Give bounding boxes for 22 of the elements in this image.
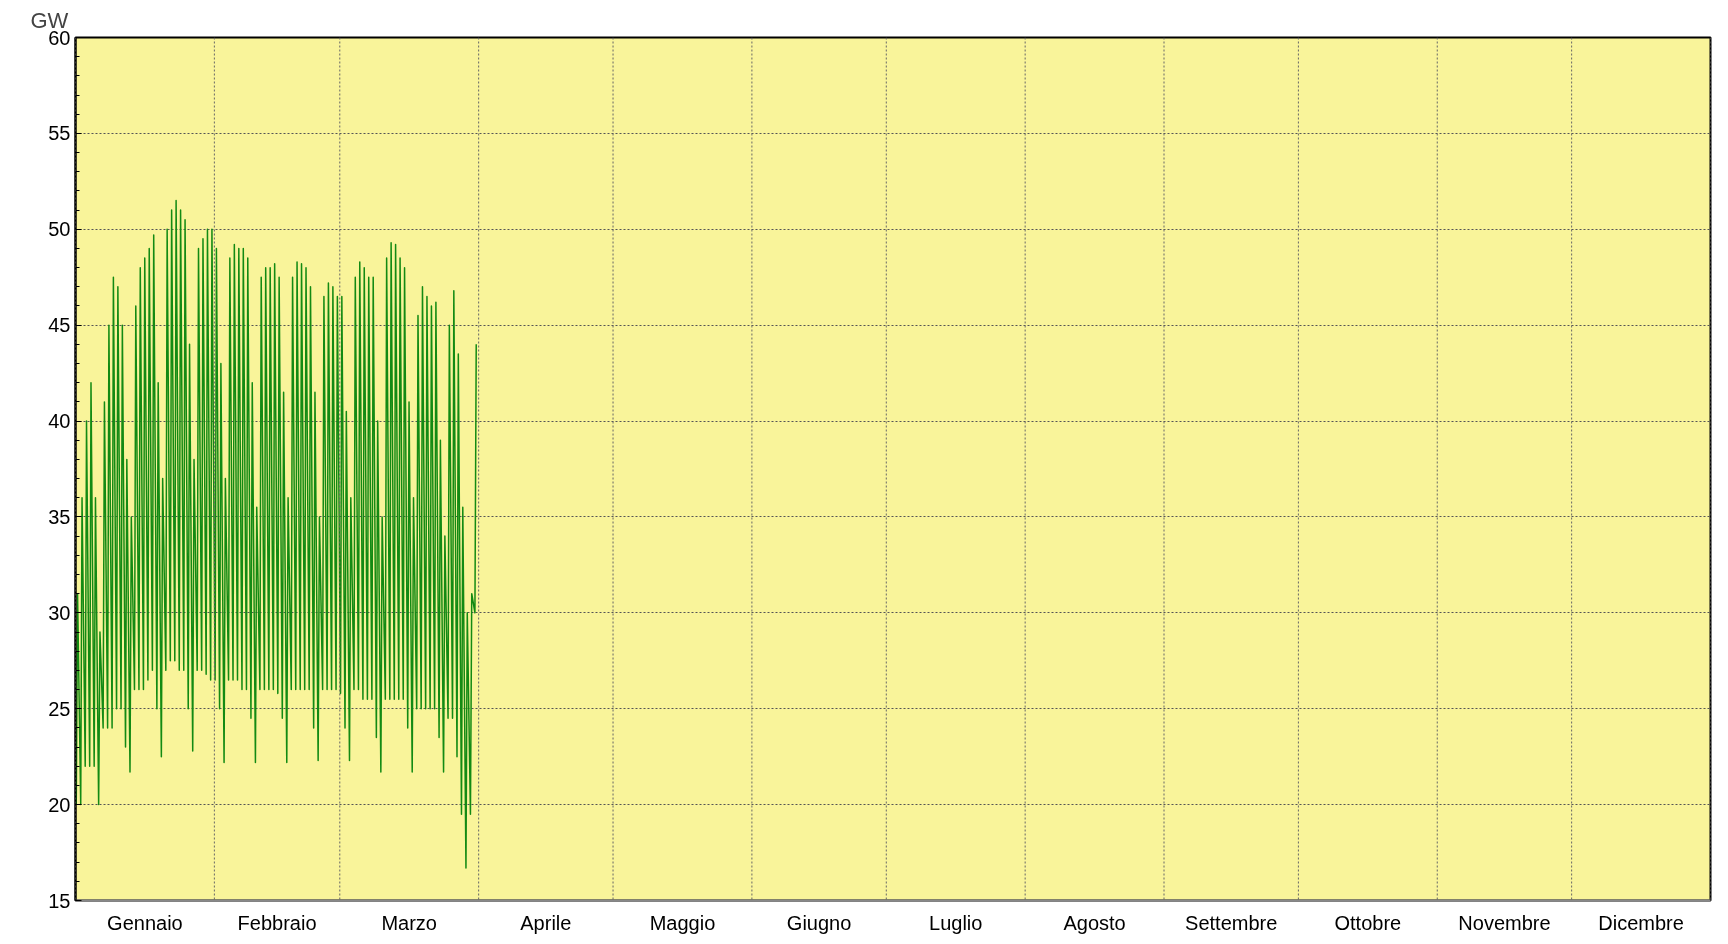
x-tick-label: Luglio [929,911,983,934]
x-tick-label: Agosto [1063,911,1126,934]
x-tick-label: Febbraio [237,911,317,934]
x-tick-label: Gennaio [107,911,183,934]
y-tick-label: 35 [48,505,71,528]
x-tick-label: Settembre [1185,911,1278,934]
y-tick-label: 50 [48,218,71,241]
y-tick-label: 45 [48,314,71,337]
y-tick-label: 20 [48,793,71,816]
x-tick-label: Novembre [1458,911,1551,934]
x-tick-label: Maggio [649,911,716,934]
y-tick-label: 30 [48,601,71,624]
x-tick-label: Ottobre [1334,911,1402,934]
x-tick-label: Dicembre [1598,911,1684,934]
x-tick-label: Giugno [786,911,852,934]
x-tick-label: Marzo [381,911,438,934]
x-tick-label: Aprile [520,911,572,934]
y-tick-label: 40 [48,410,71,433]
line-series [75,199,477,869]
y-tick-label: 15 [48,889,71,912]
y-tick-label: 25 [48,697,71,720]
y-tick-label: 55 [48,122,71,145]
